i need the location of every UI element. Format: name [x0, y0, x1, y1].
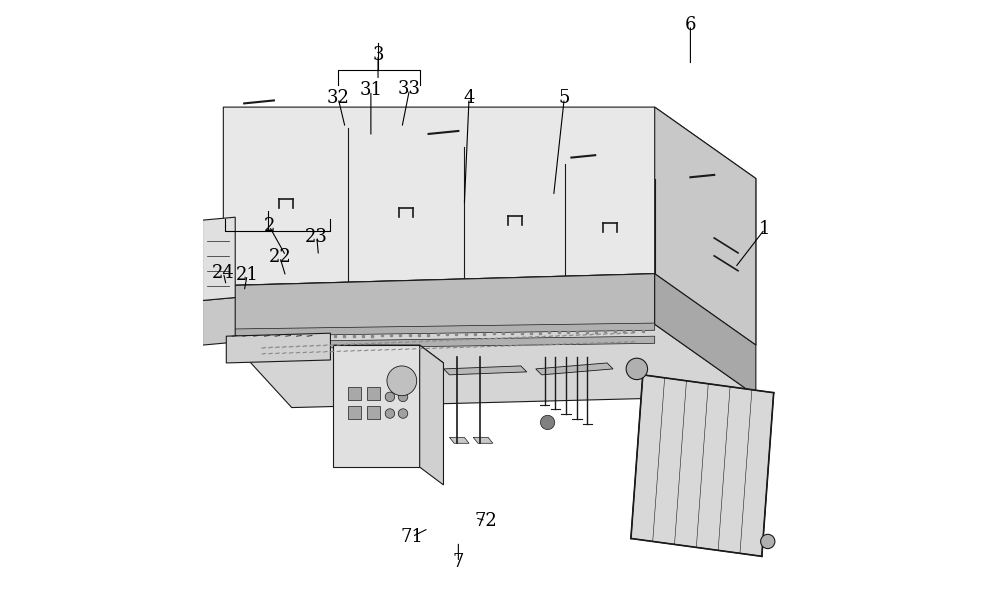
- Text: 71: 71: [401, 528, 423, 546]
- Text: 72: 72: [474, 512, 497, 530]
- Text: 3: 3: [372, 46, 384, 64]
- Polygon shape: [203, 217, 235, 300]
- Polygon shape: [333, 345, 443, 363]
- Polygon shape: [631, 375, 774, 556]
- Text: 4: 4: [463, 89, 475, 107]
- Polygon shape: [223, 107, 756, 345]
- Circle shape: [387, 366, 417, 396]
- Circle shape: [385, 392, 395, 402]
- Polygon shape: [655, 107, 756, 345]
- Polygon shape: [203, 298, 235, 345]
- Circle shape: [398, 409, 408, 418]
- Polygon shape: [333, 345, 420, 467]
- Text: 31: 31: [359, 82, 382, 99]
- Polygon shape: [229, 323, 655, 336]
- Circle shape: [540, 415, 555, 430]
- Circle shape: [398, 392, 408, 402]
- Polygon shape: [449, 437, 469, 443]
- Polygon shape: [473, 437, 493, 443]
- Circle shape: [626, 358, 648, 380]
- Bar: [348, 387, 361, 400]
- Polygon shape: [226, 274, 655, 336]
- Polygon shape: [420, 345, 443, 485]
- Text: 23: 23: [305, 228, 328, 246]
- Polygon shape: [226, 324, 756, 408]
- Polygon shape: [229, 336, 655, 349]
- Polygon shape: [223, 274, 756, 357]
- Polygon shape: [536, 363, 613, 375]
- Text: 7: 7: [453, 553, 464, 571]
- Bar: [367, 406, 380, 419]
- Text: 21: 21: [236, 266, 259, 284]
- Bar: [348, 406, 361, 419]
- Polygon shape: [443, 366, 527, 375]
- Text: 2: 2: [263, 217, 275, 235]
- Text: 22: 22: [268, 248, 291, 266]
- Text: 1: 1: [759, 220, 771, 238]
- Text: 33: 33: [398, 80, 421, 98]
- Polygon shape: [226, 333, 330, 363]
- Bar: [367, 387, 380, 400]
- Text: 24: 24: [212, 264, 235, 281]
- Polygon shape: [655, 274, 756, 396]
- Text: 5: 5: [559, 89, 570, 107]
- Text: 6: 6: [685, 16, 696, 34]
- Circle shape: [385, 409, 395, 418]
- Circle shape: [761, 534, 775, 549]
- Text: 32: 32: [327, 89, 350, 107]
